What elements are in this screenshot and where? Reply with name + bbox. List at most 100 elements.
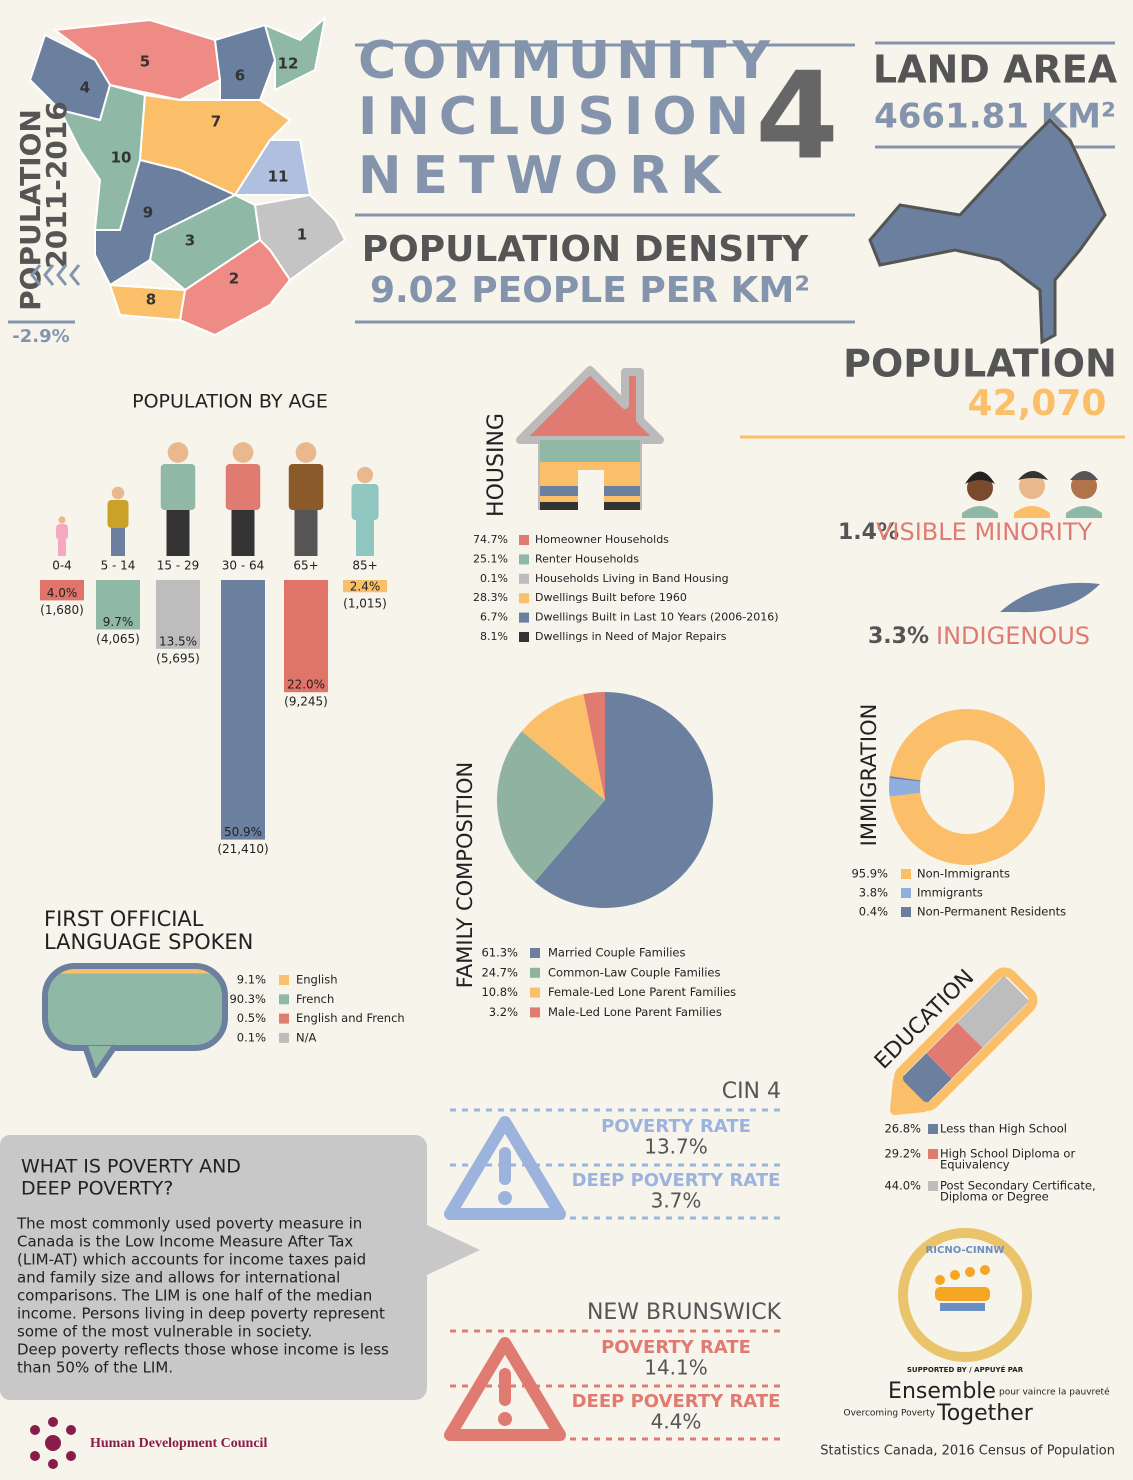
- legend-swatch: [519, 535, 529, 545]
- legend-label: High School Diploma or: [940, 1147, 1075, 1161]
- info-box: [0, 1135, 480, 1400]
- legend-swatch: [279, 994, 289, 1005]
- feather: [1000, 582, 1100, 613]
- poverty-rate: 14.1%: [644, 1356, 708, 1380]
- bar-count: (9,245): [284, 695, 328, 709]
- map-labels: 5 4 6 12 10 7 11 9 3 1 2 8: [80, 53, 307, 309]
- legend-label: Less than High School: [940, 1122, 1067, 1136]
- land-area-value: 4661.81 KM²: [874, 97, 1116, 137]
- age-category: 5 - 14: [101, 559, 136, 573]
- legend-swatch: [519, 632, 529, 642]
- bar-count: (5,695): [156, 651, 200, 665]
- faces: [962, 471, 1102, 518]
- legend-label: Non-Immigrants: [917, 867, 1010, 881]
- person-body: [225, 464, 261, 510]
- legend-value: 74.7%: [473, 533, 508, 546]
- poverty-label: POVERTY RATE: [601, 1337, 751, 1358]
- legend-swatch: [530, 948, 540, 958]
- deep-label: DEEP POVERTY RATE: [572, 1391, 781, 1412]
- slice: [889, 708, 1046, 865]
- bar-count: (1,015): [343, 597, 387, 611]
- warning-mark: [499, 1147, 511, 1185]
- poverty-region: NEW BRUNSWICK: [587, 1300, 782, 1325]
- region-label: 12: [278, 55, 299, 73]
- legend-label: Homeowner Households: [535, 533, 669, 546]
- population-value: 42,070: [968, 383, 1107, 424]
- pop-change-label: POPULATION: [14, 109, 47, 311]
- legend-swatch: [519, 593, 529, 604]
- slice: [889, 776, 921, 782]
- legend-value: 90.3%: [229, 992, 266, 1006]
- density-value: 9.02 PEOPLE PER KM²: [370, 270, 810, 311]
- pop-change-value: -2.9%: [12, 326, 69, 347]
- person-body: [107, 500, 129, 528]
- region-label: 2: [229, 270, 239, 288]
- warning: [444, 1116, 566, 1220]
- map: [28, 15, 347, 337]
- legend-label: Dwellings in Need of Major Repairs: [535, 630, 727, 643]
- language-bubble: [45, 966, 225, 1048]
- person-body: [351, 484, 379, 520]
- info-line: and family size and allows for internati…: [17, 1269, 340, 1287]
- region-label: 5: [140, 53, 150, 71]
- info-line: Deep poverty reflects those whose income…: [17, 1341, 389, 1359]
- region-label: 3: [185, 232, 195, 250]
- legend-value: 6.7%: [480, 611, 508, 624]
- age-category: 15 - 29: [157, 559, 200, 573]
- bar-count: (4,065): [96, 632, 140, 646]
- legend-value: 44.0%: [884, 1179, 921, 1193]
- region-label: 1: [297, 226, 307, 244]
- legend-label: Post Secondary Certificate,: [940, 1179, 1096, 1193]
- region-label: 8: [146, 291, 156, 309]
- bar-value: 22.0%: [287, 678, 325, 692]
- age-chart: 0-4 4.0% (1,680) 5 - 14 9.7% (4,065) 15 - 29 13…: [40, 442, 387, 856]
- legend-label: Households Living in Band Housing: [535, 572, 729, 585]
- bar: [96, 580, 140, 630]
- immigration-title: IMMIGRATION: [857, 704, 881, 847]
- region-label: 7: [211, 113, 221, 131]
- person-legs: [166, 510, 190, 556]
- person-head: [356, 466, 374, 484]
- region-label: 10: [111, 149, 132, 167]
- age-category: 0-4: [52, 559, 72, 573]
- org: Human Development Council: [90, 1436, 267, 1451]
- legend-swatch: [279, 1032, 289, 1043]
- legend-swatch: [530, 987, 540, 998]
- legend-swatch: [519, 612, 529, 623]
- legend-swatch: [901, 888, 911, 898]
- legend-label: Diploma or Degree: [940, 1190, 1049, 1204]
- poverty-label: POVERTY RATE: [601, 1116, 751, 1137]
- region-label: 11: [268, 168, 289, 186]
- language-title: LANGUAGE SPOKEN: [44, 930, 253, 954]
- poverty-rate: 13.7%: [644, 1135, 708, 1159]
- pencil-outline: [893, 967, 1038, 1112]
- legend-label: Common-Law Couple Families: [548, 965, 721, 979]
- bar: [343, 580, 387, 593]
- bar-value: 9.7%: [103, 615, 134, 629]
- info-line: (LIM-AT) which accounts for income taxes…: [17, 1251, 366, 1269]
- legend-label: Non-Permanent Residents: [917, 905, 1066, 919]
- legend-label: Equivalency: [940, 1158, 1010, 1172]
- rules: [355, 41, 1115, 324]
- slice: [583, 692, 605, 800]
- warning: [444, 1337, 566, 1441]
- slice: [521, 694, 605, 800]
- person-head: [58, 516, 66, 524]
- info-line: some of the most vulnerable in society.: [17, 1323, 312, 1341]
- age-category: 65+: [293, 559, 318, 573]
- legend-swatch: [519, 573, 529, 584]
- source: Statistics Canada, 2016 Census of Popula…: [820, 1444, 1115, 1459]
- bar-value: 50.9%: [224, 825, 262, 839]
- legend-label: Dwellings Built before 1960: [535, 591, 687, 604]
- bar: [156, 580, 200, 649]
- land-area-label: LAND AREA: [873, 48, 1118, 92]
- warning-dot: [498, 1191, 512, 1205]
- person-body: [288, 464, 324, 510]
- legend-value: 61.3%: [481, 946, 518, 960]
- person-head: [232, 442, 254, 463]
- info-line: than 50% of the LIM.: [17, 1359, 173, 1377]
- indigenous-label: INDIGENOUS: [936, 622, 1090, 650]
- legend-label: Male-Led Lone Parent Families: [548, 1005, 722, 1019]
- age-category: 30 - 64: [222, 559, 265, 573]
